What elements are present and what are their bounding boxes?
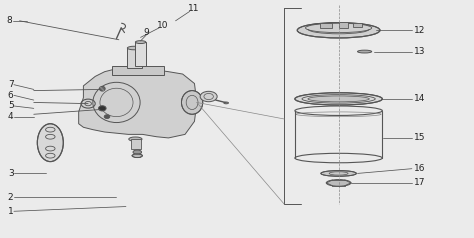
Bar	[136, 42, 146, 66]
Ellipse shape	[326, 180, 351, 186]
Text: 17: 17	[414, 178, 426, 187]
Ellipse shape	[37, 124, 64, 162]
Bar	[128, 48, 142, 68]
Ellipse shape	[200, 91, 217, 102]
Text: 9: 9	[144, 28, 149, 37]
Bar	[338, 22, 348, 28]
Text: 12: 12	[414, 26, 426, 35]
Ellipse shape	[295, 93, 383, 105]
Text: 16: 16	[414, 164, 426, 173]
Ellipse shape	[297, 23, 380, 38]
Ellipse shape	[224, 102, 228, 104]
Text: 2: 2	[8, 193, 13, 202]
Text: 6: 6	[8, 91, 14, 100]
Ellipse shape	[308, 96, 369, 102]
Ellipse shape	[128, 46, 142, 50]
Bar	[131, 139, 141, 149]
Ellipse shape	[182, 91, 203, 114]
Text: 15: 15	[414, 134, 426, 142]
Ellipse shape	[133, 150, 142, 154]
Ellipse shape	[104, 115, 110, 119]
Ellipse shape	[136, 41, 146, 44]
Bar	[319, 23, 331, 28]
Ellipse shape	[129, 137, 142, 141]
Ellipse shape	[100, 86, 105, 91]
Bar	[353, 23, 362, 27]
Text: 4: 4	[8, 112, 13, 121]
Ellipse shape	[357, 50, 372, 53]
Text: 11: 11	[188, 5, 200, 14]
Text: 13: 13	[414, 47, 426, 56]
Polygon shape	[79, 68, 197, 138]
Text: 14: 14	[414, 94, 426, 103]
Ellipse shape	[321, 171, 356, 176]
Text: 10: 10	[156, 21, 168, 30]
Text: 7: 7	[8, 80, 14, 89]
Text: 1: 1	[8, 207, 14, 216]
Text: 3: 3	[8, 169, 14, 178]
Bar	[112, 66, 164, 75]
Text: 5: 5	[8, 101, 14, 110]
Text: 8: 8	[7, 16, 13, 25]
Ellipse shape	[99, 106, 106, 111]
Ellipse shape	[132, 154, 143, 158]
